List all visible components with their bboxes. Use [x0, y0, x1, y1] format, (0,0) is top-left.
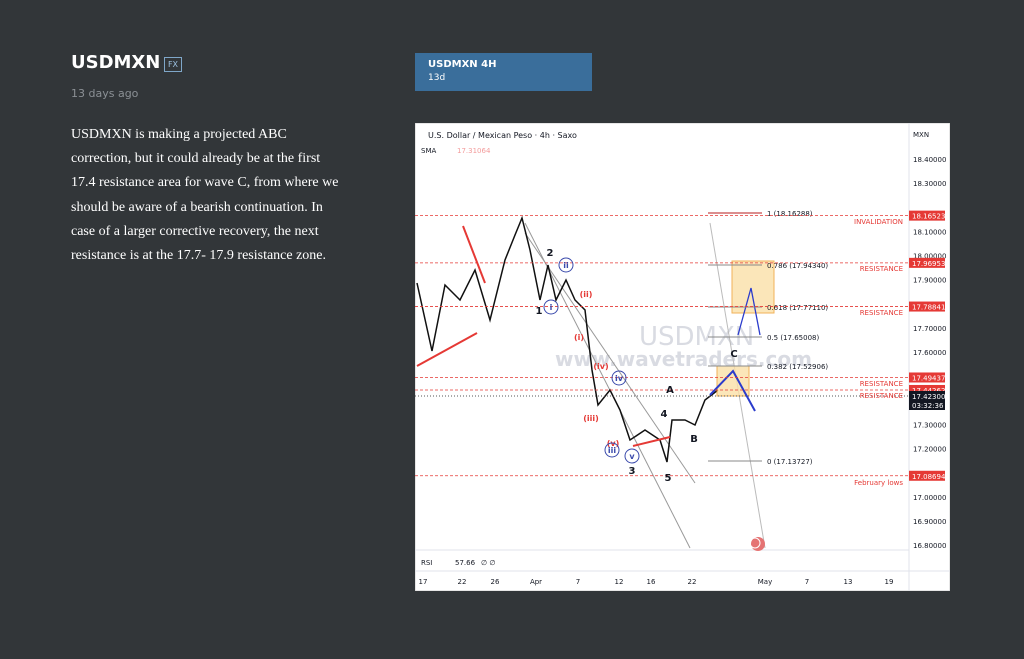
- date-label: 12: [615, 578, 624, 586]
- date-label: 17: [419, 578, 428, 586]
- wave-label: v: [629, 452, 635, 461]
- price-tag-label: 17.49437: [912, 374, 945, 382]
- date-label: 26: [491, 578, 500, 586]
- fib-label: 0 (17.13727): [767, 458, 813, 466]
- date-label: 16: [647, 578, 656, 586]
- description-line: resistance is at the 17.7- 17.9 resistan…: [71, 248, 327, 264]
- wave-circle: [558, 257, 574, 273]
- price-label: 17.90000: [913, 277, 946, 285]
- wave-label: C: [730, 349, 737, 360]
- rsi-value: 57.66: [455, 559, 476, 567]
- card-title: USDMXN 4H: [428, 59, 497, 70]
- wave-label: 3: [629, 466, 636, 477]
- symbol: U.S. Dollar / Mexican Peso · 4h · Saxo: [428, 131, 577, 140]
- wave-label: (ii): [580, 290, 593, 299]
- price-label: 17.00000: [913, 494, 946, 502]
- indicator: SMA: [421, 147, 436, 155]
- wave-circle: [604, 442, 620, 458]
- fib-label: 0.618 (17.77110): [767, 304, 828, 312]
- price-tag: [909, 257, 945, 268]
- price-label: 18.30000: [913, 180, 946, 188]
- wave-label: 2: [547, 248, 554, 259]
- wave-label: (iii): [583, 414, 599, 423]
- price-label: 17.70000: [913, 325, 946, 333]
- post-title: USDMXN: [71, 52, 161, 73]
- chart-card[interactable]: USDMXN 4H 13d: [415, 53, 592, 91]
- zone-label: February lows: [854, 479, 903, 487]
- fib-label: 1 (18.16288): [767, 210, 813, 218]
- fib-label: 0.5 (17.65008): [767, 334, 819, 342]
- description-line: correction, but it could already be at t…: [71, 151, 321, 167]
- date-label: 7: [576, 578, 580, 586]
- date-label: 22: [458, 578, 467, 586]
- wave-circle: [543, 299, 559, 315]
- description-line: 17.4 resistance area for wave C, from wh…: [71, 175, 339, 191]
- price-label: 17.30000: [913, 421, 946, 429]
- zone-label: RESISTANCE: [860, 309, 903, 317]
- price-tag-label: 18.16523: [912, 213, 945, 221]
- price-label: 17.60000: [913, 349, 946, 357]
- currency: MXN: [913, 131, 929, 139]
- countdown: 03:32:36: [912, 402, 944, 410]
- current-tag: [909, 391, 945, 410]
- zone-label: RESISTANCE: [860, 265, 903, 273]
- wave-label: i: [550, 303, 553, 312]
- wave-label: 4: [661, 409, 668, 420]
- date-label: 19: [885, 578, 894, 586]
- date-label: 13: [844, 578, 853, 586]
- wave-circle: [611, 370, 627, 386]
- zone-label: INVALIDATION: [854, 218, 903, 226]
- wave-circle: [624, 448, 640, 464]
- description: USDMXN is making a projected ABC correcti…: [71, 123, 338, 268]
- wave-label: iii: [608, 446, 616, 455]
- price-label: 18.40000: [913, 156, 946, 164]
- price-tag-label: 17.78841: [912, 304, 945, 312]
- fib-label: 0.382 (17.52906): [767, 363, 828, 371]
- post-time: 13 days ago: [71, 87, 139, 100]
- chart-image: USDMXN www.wavetraders.com U.S. Dollar /…: [415, 123, 950, 591]
- zone-label: RESISTANCE: [860, 380, 903, 388]
- description-line: should be aware of a bearish continuatio…: [71, 199, 323, 215]
- rsi: RSI: [421, 559, 432, 567]
- wave-label: 5: [665, 473, 672, 484]
- price-tag: [909, 372, 945, 383]
- date-label: Apr: [530, 578, 542, 586]
- date-label: 22: [688, 578, 697, 586]
- price-tag-label: 17.96953: [912, 260, 945, 268]
- fib-label: 0.786 (17.94340): [767, 262, 828, 270]
- price-label: 18.00000: [913, 253, 946, 261]
- price-tag: [909, 470, 945, 481]
- indicator-value: 17.31064: [457, 147, 491, 155]
- date-label: 7: [805, 578, 809, 586]
- wave-label: 1: [536, 306, 543, 317]
- price-label: 16.90000: [913, 518, 946, 526]
- price-tag: [909, 210, 945, 221]
- wave-label: ii: [563, 261, 569, 270]
- price-label: 17.20000: [913, 446, 946, 454]
- price-label: 18.10000: [913, 228, 946, 236]
- card-subtitle: 13d: [428, 73, 446, 83]
- price-tag: [909, 301, 945, 312]
- wave-label: A: [666, 385, 674, 396]
- wave-label: iv: [615, 374, 624, 383]
- wave-label: (iv): [593, 362, 608, 371]
- price-tag: [909, 384, 945, 395]
- date-label: May: [758, 578, 772, 586]
- current-price: 17.42300: [912, 393, 945, 401]
- wave-label: (i): [574, 333, 584, 342]
- badge[interactable]: FX: [164, 57, 182, 72]
- description-line: USDMXN is making a projected ABC: [71, 127, 287, 142]
- zone-label: RESISTANCE: [860, 392, 903, 400]
- rsi-extra: ∅ ∅: [481, 559, 495, 567]
- price-label: 16.80000: [913, 542, 946, 550]
- price-tag-label: 17.44262: [912, 387, 945, 395]
- description-line: case of a larger corrective recovery, th…: [71, 223, 319, 239]
- wave-label: B: [690, 434, 698, 445]
- price-tag-label: 17.08694: [912, 473, 946, 481]
